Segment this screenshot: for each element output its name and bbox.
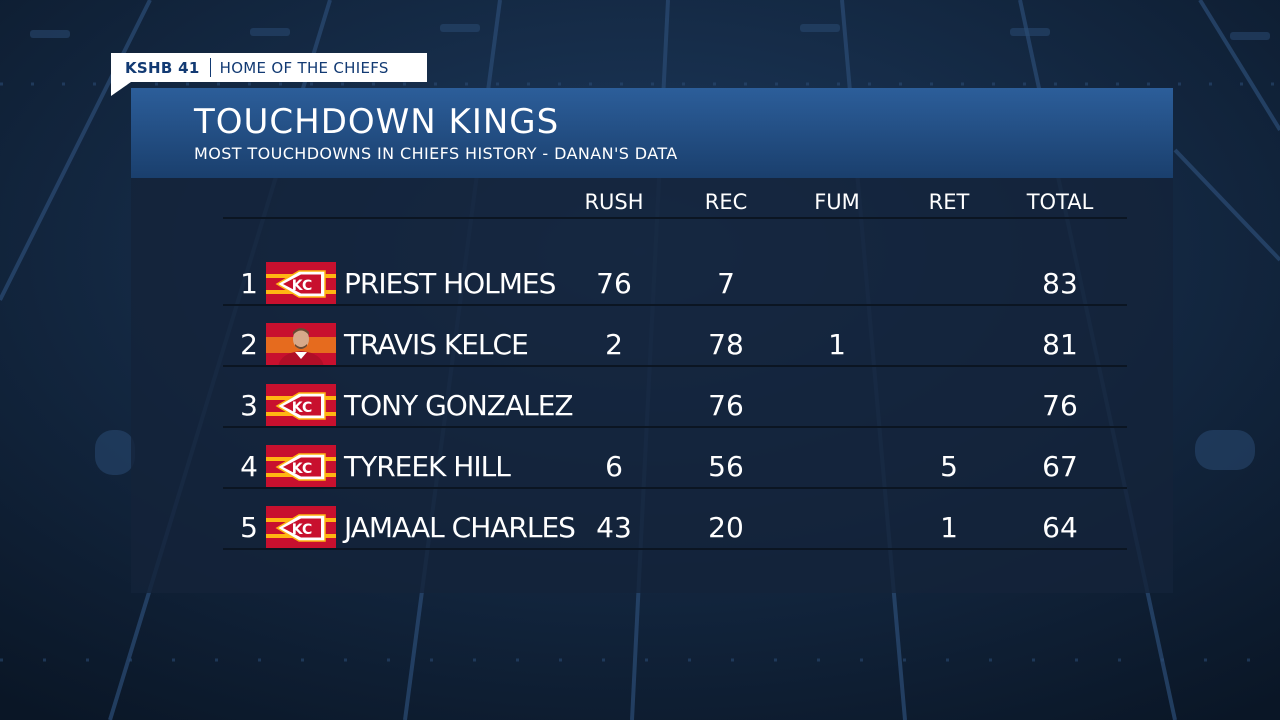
tag-divider xyxy=(209,58,211,77)
row-divider xyxy=(223,426,1127,428)
player-photo xyxy=(266,323,336,367)
rush-value: 6 xyxy=(605,450,623,483)
chiefs-logo-icon: KC xyxy=(266,384,336,428)
row-rank: 5 xyxy=(240,511,258,544)
rec-value: 56 xyxy=(708,450,744,483)
station-brand: KSHB 41 xyxy=(125,58,200,77)
card-title: TOUCHDOWN KINGS xyxy=(194,102,560,142)
row-rank: 2 xyxy=(240,328,258,361)
rush-value: 2 xyxy=(605,328,623,361)
column-header-rush: RUSH xyxy=(584,190,644,214)
player-name: JAMAAL CHARLES xyxy=(344,511,576,544)
chiefs-logo-icon: KC xyxy=(266,445,336,489)
header-rule xyxy=(223,217,1127,219)
svg-text:KC: KC xyxy=(292,278,313,294)
rush-value: 43 xyxy=(596,511,632,544)
column-header-fum: FUM xyxy=(814,190,860,214)
row-rank: 1 xyxy=(240,267,258,300)
table-row: 5 KC JAMAAL CHARLES 43 20 1 64 xyxy=(131,497,1173,558)
row-divider xyxy=(223,365,1127,367)
total-value: 81 xyxy=(1042,328,1078,361)
rec-value: 7 xyxy=(717,267,735,300)
ret-value: 1 xyxy=(940,511,958,544)
svg-text:KC: KC xyxy=(292,461,313,477)
svg-text:KC: KC xyxy=(292,400,313,416)
column-header-rec: REC xyxy=(704,190,748,214)
stats-card: TOUCHDOWN KINGS MOST TOUCHDOWNS IN CHIEF… xyxy=(131,88,1173,593)
row-divider xyxy=(223,487,1127,489)
ret-value: 5 xyxy=(940,450,958,483)
row-rank: 4 xyxy=(240,450,258,483)
column-header-total: TOTAL xyxy=(1026,190,1094,214)
table-row: 4 KC TYREEK HILL 6 56 5 67 xyxy=(131,436,1173,497)
table-row: 1 KC PRIEST HOLMES 76 7 83 xyxy=(131,253,1173,314)
total-value: 67 xyxy=(1042,450,1078,483)
table-row: 3 KC TONY GONZALEZ 76 76 xyxy=(131,375,1173,436)
chiefs-logo-icon: KC xyxy=(266,262,336,306)
table-row: 2 TRAVIS KELCE 2 78 1 81 xyxy=(131,314,1173,375)
card-subtitle: MOST TOUCHDOWNS IN CHIEFS HISTORY - DANA… xyxy=(194,144,678,163)
total-value: 64 xyxy=(1042,511,1078,544)
rec-value: 20 xyxy=(708,511,744,544)
row-rank: 3 xyxy=(240,389,258,422)
card-header: TOUCHDOWN KINGS MOST TOUCHDOWNS IN CHIEF… xyxy=(131,88,1173,178)
row-divider xyxy=(223,304,1127,306)
rec-value: 76 xyxy=(708,389,744,422)
player-name: TYREEK HILL xyxy=(344,450,511,483)
rec-value: 78 xyxy=(708,328,744,361)
fum-value: 1 xyxy=(828,328,846,361)
column-header-ret: RET xyxy=(928,190,970,214)
row-divider xyxy=(223,548,1127,550)
svg-text:KC: KC xyxy=(292,522,313,538)
chiefs-logo-icon: KC xyxy=(266,506,336,550)
tag-tail xyxy=(111,82,131,96)
show-name: HOME OF THE CHIEFS xyxy=(219,58,389,77)
station-tag: KSHB 41 HOME OF THE CHIEFS xyxy=(111,53,427,82)
total-value: 76 xyxy=(1042,389,1078,422)
player-name: TRAVIS KELCE xyxy=(344,328,529,361)
rush-value: 76 xyxy=(596,267,632,300)
total-value: 83 xyxy=(1042,267,1078,300)
player-name: TONY GONZALEZ xyxy=(344,389,574,422)
player-name: PRIEST HOLMES xyxy=(344,267,556,300)
